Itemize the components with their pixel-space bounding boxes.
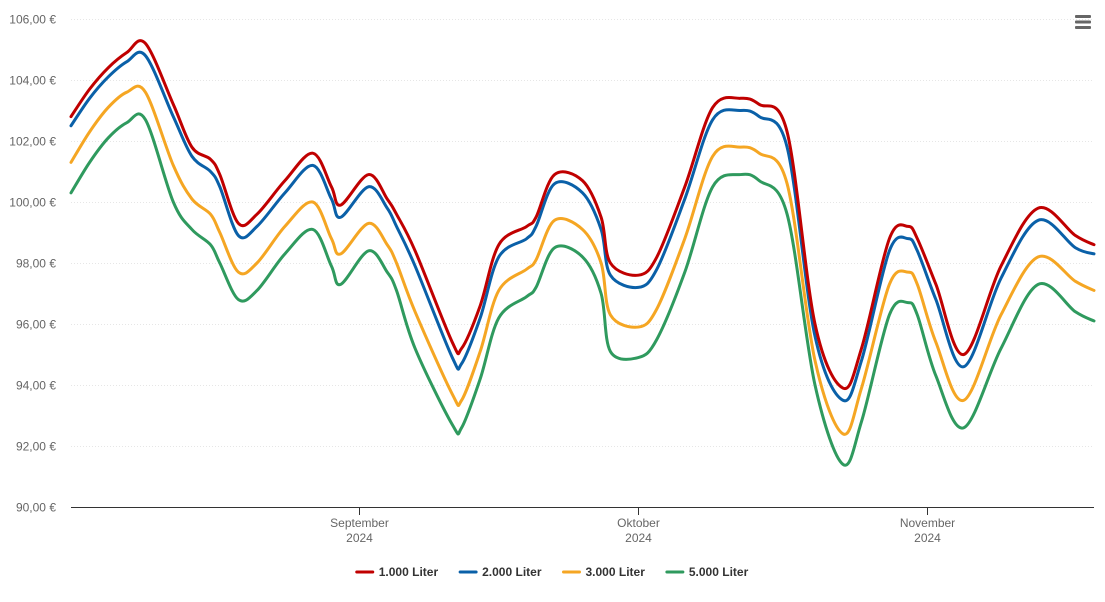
x-tick-label-year: 2024 — [914, 531, 941, 545]
x-tick-label-month: November — [900, 516, 955, 530]
y-tick-label: 96,00 € — [16, 318, 56, 332]
y-tick-label: 100,00 € — [9, 196, 56, 210]
y-tick-label: 94,00 € — [16, 379, 56, 393]
legend-label: 1.000 Liter — [379, 565, 439, 579]
x-tick-label-month: September — [330, 516, 389, 530]
legend-label: 2.000 Liter — [482, 565, 542, 579]
legend: 1.000 Liter 2.000 Liter 3.000 Liter 5.000 L… — [355, 565, 749, 579]
series-line-5-000-liter[interactable] — [69, 112, 1096, 467]
y-axis: 90,00 € 92,00 € 94,00 € 96,00 € 98,00 € 100,0… — [9, 13, 56, 515]
hamburger-menu-button[interactable] — [1074, 14, 1092, 30]
legend-item-3-000-liter[interactable]: 3.000 Liter — [562, 565, 646, 579]
y-tick-label: 104,00 € — [9, 74, 56, 88]
legend-item-2-000-liter[interactable]: 2.000 Liter — [458, 565, 542, 579]
legend-item-5-000-liter[interactable]: 5.000 Liter — [665, 565, 749, 579]
y-tick-label: 106,00 € — [9, 13, 56, 27]
legend-label: 3.000 Liter — [586, 565, 646, 579]
y-tick-label: 92,00 € — [16, 440, 56, 454]
series-layer — [69, 39, 1096, 467]
legend-label: 5.000 Liter — [689, 565, 749, 579]
series-line-3-000-liter[interactable] — [69, 84, 1096, 436]
y-tick-label: 98,00 € — [16, 257, 56, 271]
legend-item-1-000-liter[interactable]: 1.000 Liter — [355, 565, 439, 579]
series-line-1-000-liter[interactable] — [69, 39, 1096, 391]
series-line-2-000-liter[interactable] — [69, 50, 1096, 403]
y-tick-label: 90,00 € — [16, 501, 56, 515]
x-tick-label-year: 2024 — [346, 531, 373, 545]
hamburger-menu-icon — [1075, 15, 1091, 29]
x-tick-label-year: 2024 — [625, 531, 652, 545]
y-tick-label: 102,00 € — [9, 135, 56, 149]
x-tick-label-month: Oktober — [617, 516, 660, 530]
grid-layer — [71, 19, 1094, 447]
